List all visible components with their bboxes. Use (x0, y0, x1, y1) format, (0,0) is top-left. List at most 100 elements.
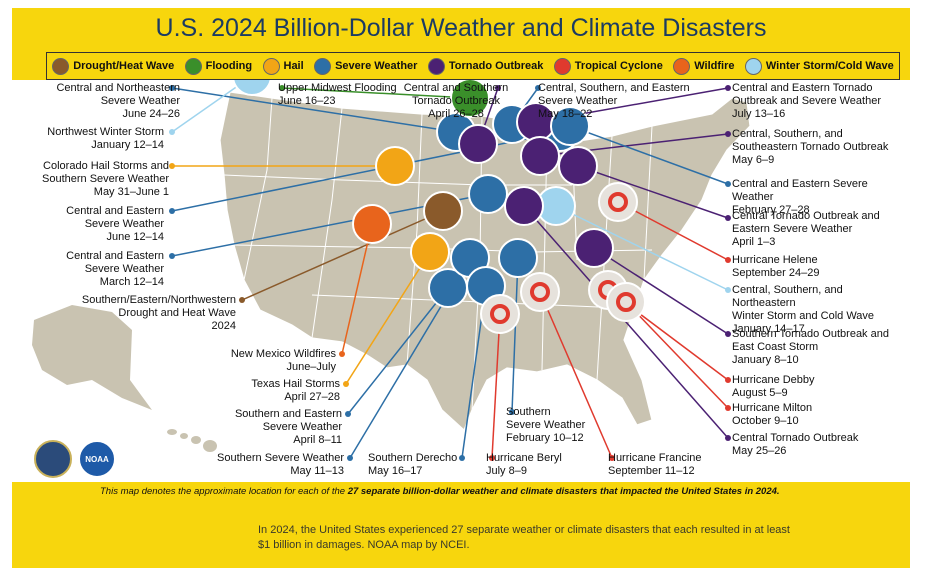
legend-label: Tropical Cyclone (574, 60, 663, 72)
leader-line-francine (539, 291, 613, 459)
leader-line-nm_fire (341, 223, 373, 355)
label-francine: Hurricane Francine September 11–12 (608, 452, 702, 477)
legend-label: Drought/Heat Wave (73, 60, 175, 72)
label-ne-severe: Central and Northeastern Severe Weather J… (56, 82, 180, 120)
leader-line-ne_severe (171, 87, 457, 133)
leader-dot-ce_march (169, 253, 175, 259)
leader-dot-francine (609, 455, 615, 461)
leader-dot-beryl (489, 455, 495, 461)
leader-dot-ce_feb (725, 181, 731, 187)
legend-item-flooding: Flooding (184, 57, 252, 75)
cyclone-swirl-icon (616, 292, 636, 312)
legend-item-drought: Drought/Heat Wave (52, 57, 175, 75)
label-derecho: Southern Derecho May 16–17 (368, 452, 458, 477)
severe-weather-icon (498, 238, 538, 278)
winter-storm-icon (744, 57, 762, 75)
leader-line-helene (617, 201, 729, 261)
leader-line-se_feb (511, 257, 519, 413)
tornado-icon (520, 136, 560, 176)
label-s-tornado-jan: Southern Tornado Outbreak and East Coast… (732, 328, 889, 366)
legend: Drought/Heat Wave Flooding Hail Severe Weat… (46, 52, 900, 80)
winter-storm-icon (232, 80, 272, 96)
tropical-cyclone-icon (553, 57, 571, 75)
cyclone-swirl-icon (490, 304, 510, 324)
leader-dot-s_severe (347, 455, 353, 461)
disaster-icons (232, 80, 646, 334)
leader-dot-co_hail (169, 163, 175, 169)
caption: In 2024, the United States experienced 2… (258, 524, 790, 551)
hail-icon (410, 232, 450, 272)
label-debby: Hurricane Debby August 5–9 (732, 374, 815, 399)
legend-label: Severe Weather (335, 60, 418, 72)
leader-dot-drought (239, 297, 245, 303)
leader-dot-css_tornado (725, 131, 731, 137)
legend-item-severe-weather: Severe Weather (314, 57, 418, 75)
map-panel: Central and Northeastern Severe Weather J… (12, 80, 910, 482)
drought-icon (423, 191, 463, 231)
leader-line-se_severe (347, 287, 449, 415)
severe-weather-icon (468, 174, 508, 214)
leader-line-tx_hail (345, 251, 431, 385)
leader-dot-c_tornado_may (725, 435, 731, 441)
leader-dot-derecho (459, 455, 465, 461)
label-ce-march: Central and Eastern Severe Weather March … (66, 250, 164, 288)
hail-icon (375, 146, 415, 186)
leader-dot-cs_tornado (495, 85, 501, 91)
label-cse-severe: Central, Southern, and Eastern Severe We… (538, 82, 690, 120)
leader-dot-cse_severe (535, 85, 541, 91)
label-se-severe: Southern and Eastern Severe Weather April… (234, 408, 342, 446)
leader-dot-mw_flood (279, 85, 285, 91)
alaska-shape (32, 305, 152, 410)
leader-line-c_tornado_apr (577, 165, 729, 219)
cyclone-swirl-icon (608, 192, 628, 212)
cyclone-swirl-icon (530, 282, 550, 302)
leader-dot-nm_fire (339, 351, 345, 357)
label-drought: Southern/Eastern/Northwestern Drought an… (81, 294, 236, 332)
leader-line-ce_feb (569, 125, 729, 185)
leader-dot-se_severe (345, 411, 351, 417)
legend-item-wildfire: Wildfire (673, 57, 735, 75)
leader-dot-ce_june (169, 208, 175, 214)
label-c-tornado-apr: Central Tornado Outbreak and Eastern Sev… (732, 210, 880, 248)
label-beryl: Hurricane Beryl July 8–9 (486, 452, 562, 477)
leader-dot-helene (725, 257, 731, 263)
legend-item-tropical-cyclone: Tropical Cyclone (553, 57, 663, 75)
label-helene: Hurricane Helene September 24–29 (732, 254, 820, 279)
leader-dot-se_feb (509, 409, 515, 415)
severe-weather-icon (550, 106, 590, 146)
leader-dot-s_tornado_jan (725, 331, 731, 337)
doc-seal-logo (34, 440, 72, 478)
tropical-cyclone-icon (598, 182, 638, 222)
leader-dot-nw_winter (169, 129, 175, 135)
label-css-tornado: Central, Southern, and Southeastern Torn… (732, 128, 889, 166)
flooding-icon (450, 80, 490, 118)
label-tx-hail: Texas Hail Storms April 27–28 (251, 378, 340, 403)
label-ce-tornado: Central and Eastern Tornado Outbreak and… (732, 82, 881, 120)
noaa-seal-logo: NOAA (78, 440, 116, 478)
leader-dot-ne_severe (169, 85, 175, 91)
wildfire-icon (673, 57, 691, 75)
label-ce-june: Central and Eastern Severe Weather June 1… (66, 205, 164, 243)
leader-line-drought (241, 210, 444, 301)
tornado-icon (558, 146, 598, 186)
label-nw-winter: Northwest Winter Storm January 12–14 (47, 126, 164, 151)
label-milton: Hurricane Milton October 9–10 (732, 402, 813, 427)
tornado-icon (574, 228, 614, 268)
label-csn-winter: Central, Southern, and Northeastern Wint… (732, 284, 875, 335)
tropical-cyclone-icon (606, 282, 646, 322)
legend-item-tornado: Tornado Outbreak (427, 57, 543, 75)
leader-line-beryl (491, 313, 501, 459)
us-map (32, 80, 751, 461)
legend-item-winter-storm: Winter Storm/Cold Wave (744, 57, 894, 75)
leader-line-csn_winter (555, 205, 729, 291)
leader-dot-debby (725, 377, 731, 383)
legend-label: Winter Storm/Cold Wave (765, 60, 894, 72)
wildfire-icon (352, 204, 392, 244)
label-mw-flood: Upper Midwest Flooding June 16–23 (278, 82, 397, 107)
hawaii-shape (167, 429, 217, 452)
label-c-tornado-may: Central Tornado Outbreak May 25–26 (732, 432, 859, 457)
legend-label: Wildfire (694, 60, 735, 72)
label-s-severe: Southern Severe Weather May 11–13 (217, 452, 344, 477)
severe-weather-icon (314, 57, 332, 75)
hail-icon (262, 57, 280, 75)
